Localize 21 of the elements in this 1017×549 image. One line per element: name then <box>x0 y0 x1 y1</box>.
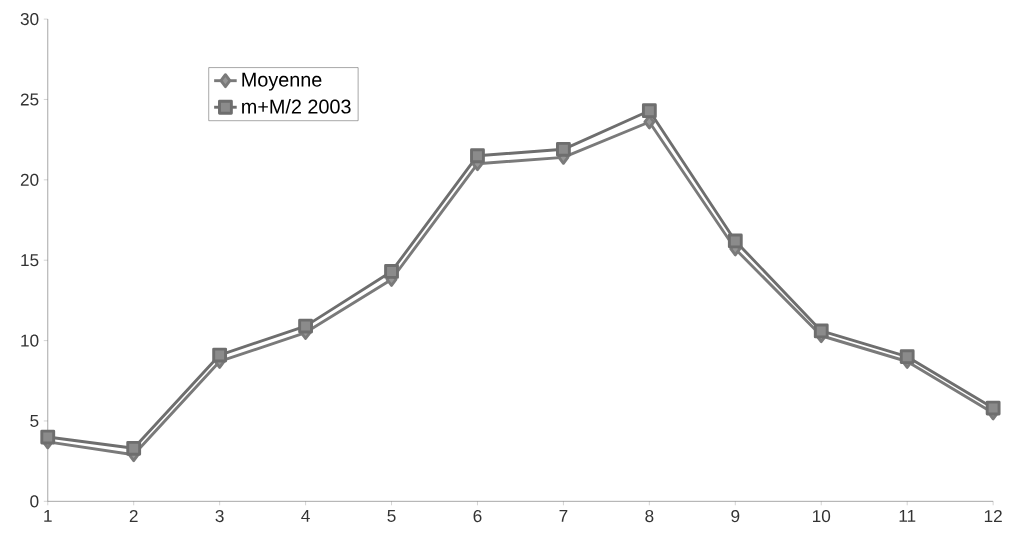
y-tick-label: 10 <box>21 334 39 347</box>
x-tick-label: 12 <box>984 509 1002 522</box>
x-tick-label: 10 <box>813 509 831 523</box>
x-tick-label: 8 <box>645 509 654 523</box>
y-tick-label: 20 <box>20 173 39 186</box>
x-tick-label: 6 <box>473 509 482 523</box>
x-tick-label: 7 <box>559 509 568 522</box>
x-tick-label: 1 <box>44 509 52 522</box>
y-tick-label: 0 <box>30 495 39 508</box>
x-tick-label: 11 <box>899 509 916 522</box>
x-tick-label: 5 <box>387 509 396 522</box>
y-tick-label: 25 <box>20 93 39 106</box>
x-tick-label: 4 <box>301 509 310 522</box>
legend-label: m+M/2 2003 <box>242 99 351 114</box>
y-tick-label: 15 <box>21 254 39 267</box>
y-tick-label: 5 <box>30 414 39 427</box>
y-tick-label: 30 <box>20 12 39 26</box>
x-tick-label: 2 <box>129 509 138 522</box>
x-tick-label: 3 <box>215 509 224 523</box>
x-tick-label: 9 <box>731 509 740 523</box>
legend-label: Moyenne <box>242 72 322 91</box>
